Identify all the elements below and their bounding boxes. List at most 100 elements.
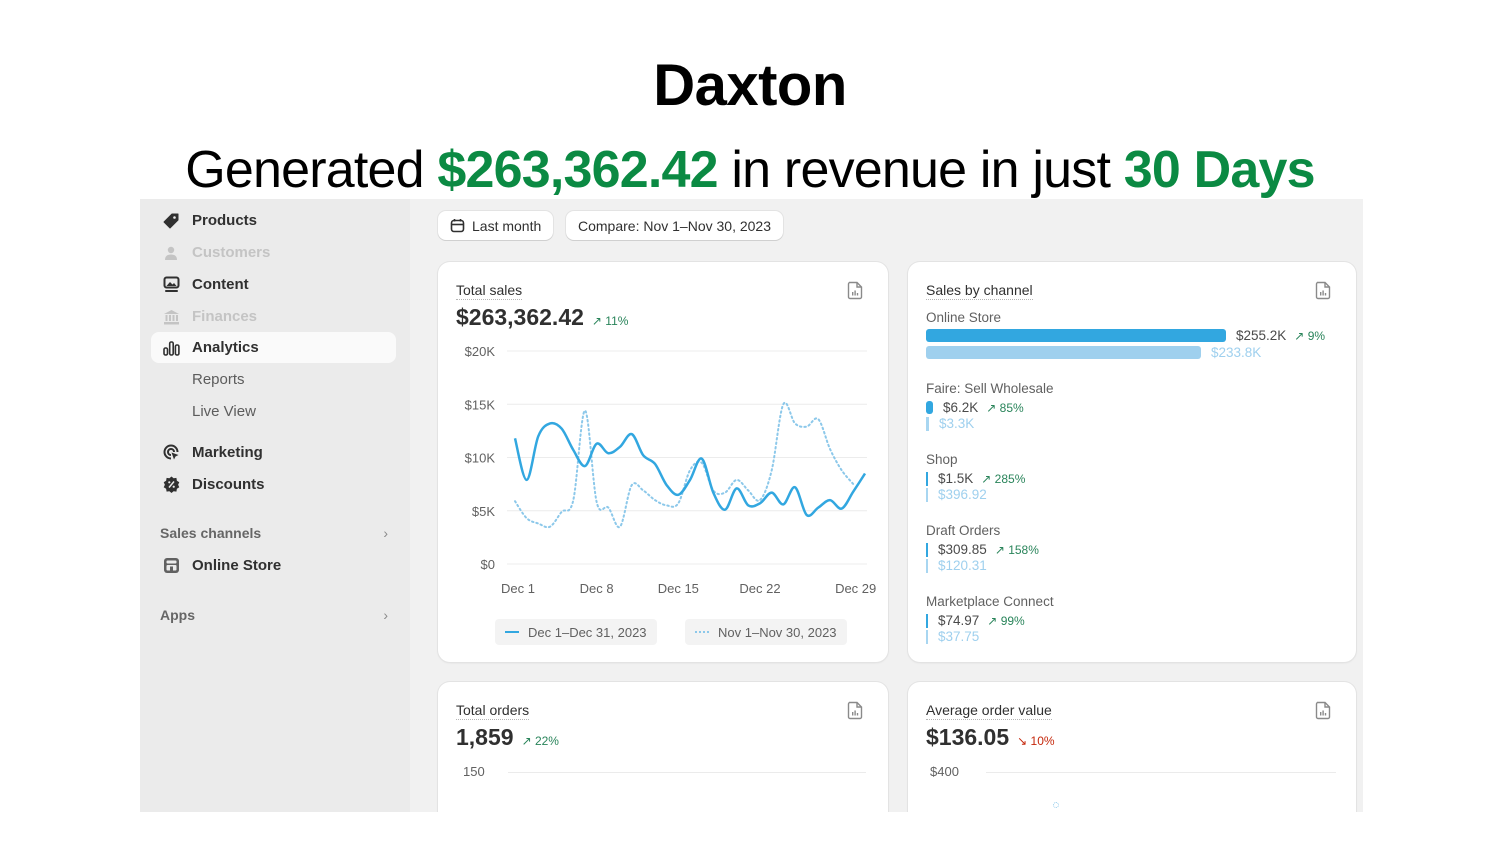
previous-data-point[interactable] bbox=[570, 497, 576, 503]
total-orders-title[interactable]: Total orders bbox=[456, 702, 530, 720]
channel-previous-bar[interactable] bbox=[926, 487, 928, 502]
previous-data-point[interactable] bbox=[675, 500, 681, 506]
sidebar-item-analytics[interactable]: Analytics bbox=[151, 332, 396, 363]
previous-data-point[interactable] bbox=[722, 490, 728, 496]
previous-data-point[interactable] bbox=[664, 502, 670, 508]
current-data-point[interactable] bbox=[535, 433, 541, 439]
current-data-point[interactable] bbox=[792, 484, 798, 490]
sidebar-item-marketing[interactable]: Marketing bbox=[151, 437, 396, 468]
current-data-point[interactable] bbox=[605, 450, 611, 456]
current-data-point[interactable] bbox=[804, 512, 810, 518]
channel-name: Marketplace Connect bbox=[926, 594, 1054, 609]
current-data-point[interactable] bbox=[839, 506, 845, 512]
current-data-point[interactable] bbox=[629, 431, 635, 437]
current-data-point[interactable] bbox=[570, 447, 576, 453]
previous-data-point[interactable] bbox=[815, 416, 821, 422]
compare-button[interactable]: Compare: Nov 1–Nov 30, 2023 bbox=[566, 211, 783, 240]
channel-current-bar[interactable] bbox=[926, 613, 928, 628]
previous-data-point[interactable] bbox=[792, 420, 798, 426]
current-data-point[interactable] bbox=[675, 492, 681, 498]
current-data-point[interactable] bbox=[687, 477, 693, 483]
channel-previous-bar[interactable] bbox=[926, 346, 1201, 359]
current-data-point[interactable] bbox=[640, 452, 646, 458]
legend-current[interactable]: Dec 1–Dec 31, 2023 bbox=[495, 619, 657, 645]
current-data-point[interactable] bbox=[862, 471, 868, 477]
current-data-point[interactable] bbox=[850, 489, 856, 495]
previous-data-point[interactable] bbox=[594, 499, 600, 505]
current-data-point[interactable] bbox=[524, 477, 530, 483]
previous-data-point[interactable] bbox=[804, 424, 810, 430]
current-data-point[interactable] bbox=[745, 502, 751, 508]
sidebar-item-reports[interactable]: Reports bbox=[151, 364, 396, 395]
previous-data-point[interactable] bbox=[547, 524, 553, 530]
legend-previous[interactable]: Nov 1–Nov 30, 2023 bbox=[685, 619, 847, 645]
current-data-point[interactable] bbox=[617, 444, 623, 450]
previous-data-point[interactable] bbox=[524, 515, 530, 521]
current-data-point[interactable] bbox=[780, 501, 786, 507]
current-data-point[interactable] bbox=[710, 490, 716, 496]
channel-previous-value: $120.31 bbox=[938, 558, 987, 573]
channel-delta-value: 85% bbox=[999, 400, 1024, 415]
current-data-point[interactable] bbox=[769, 490, 775, 496]
current-data-point[interactable] bbox=[757, 500, 763, 506]
chevron-right-icon[interactable]: › bbox=[383, 525, 388, 541]
current-data-point[interactable] bbox=[582, 463, 588, 469]
sidebar-item-customers[interactable]: Customers bbox=[151, 237, 396, 268]
current-data-point[interactable] bbox=[559, 426, 565, 432]
total-sales-title[interactable]: Total sales bbox=[456, 282, 523, 300]
current-data-point[interactable] bbox=[512, 435, 518, 441]
current-data-point[interactable] bbox=[652, 461, 658, 467]
current-data-point[interactable] bbox=[547, 420, 553, 426]
previous-data-point[interactable] bbox=[605, 505, 611, 511]
previous-data-point[interactable] bbox=[512, 498, 518, 504]
sidebar-item-discounts[interactable]: Discounts bbox=[151, 469, 396, 500]
current-data-point[interactable] bbox=[664, 482, 670, 488]
current-data-point[interactable] bbox=[699, 456, 705, 462]
aov-y-axis-label: $400 bbox=[930, 764, 959, 779]
current-data-point[interactable] bbox=[734, 485, 740, 491]
channel-previous-bar[interactable] bbox=[926, 558, 928, 573]
total-sales-card: Total sales $263,362.42 ↗ 11% $0 $5K $10K $… bbox=[438, 262, 888, 662]
channel-current-bar[interactable] bbox=[926, 401, 933, 414]
channel-previous-bar[interactable] bbox=[926, 416, 929, 431]
total-sales-delta: ↗ 11% bbox=[592, 314, 629, 328]
export-report-icon[interactable] bbox=[847, 281, 863, 300]
previous-data-point[interactable] bbox=[827, 446, 833, 452]
sales-channels-header[interactable]: Sales channels › bbox=[160, 525, 388, 541]
sidebar-item-content[interactable]: Content bbox=[151, 269, 396, 300]
current-data-point[interactable] bbox=[722, 507, 728, 513]
sales-by-channel-title[interactable]: Sales by channel bbox=[926, 282, 1033, 300]
previous-data-point[interactable] bbox=[629, 482, 635, 488]
apps-header[interactable]: Apps › bbox=[160, 607, 388, 623]
channel-delta: ↗ 285% bbox=[981, 471, 1026, 486]
previous-data-point[interactable] bbox=[559, 509, 565, 515]
export-report-icon[interactable] bbox=[1315, 281, 1331, 300]
channel-current-bar[interactable] bbox=[926, 471, 928, 486]
previous-data-point[interactable] bbox=[780, 401, 786, 407]
chevron-right-icon[interactable]: › bbox=[383, 607, 388, 623]
previous-data-point[interactable] bbox=[617, 524, 623, 530]
export-report-icon[interactable] bbox=[1315, 701, 1331, 720]
previous-data-point[interactable] bbox=[745, 488, 751, 494]
previous-data-point[interactable] bbox=[652, 497, 658, 503]
sidebar-item-finances[interactable]: Finances bbox=[151, 301, 396, 332]
previous-data-point[interactable] bbox=[769, 467, 775, 473]
tagline-amount: $263,362.42 bbox=[437, 141, 718, 199]
channel-previous-bar[interactable] bbox=[926, 629, 928, 644]
current-data-point[interactable] bbox=[594, 441, 600, 447]
channel-current-bar[interactable] bbox=[926, 542, 928, 557]
previous-data-point[interactable] bbox=[640, 488, 646, 494]
sidebar-item-online-store[interactable]: Online Store bbox=[151, 550, 396, 581]
previous-data-point[interactable] bbox=[535, 521, 541, 527]
previous-data-point[interactable] bbox=[582, 408, 588, 414]
previous-data-point[interactable] bbox=[734, 477, 740, 483]
sidebar-item-products[interactable]: Products bbox=[151, 205, 396, 236]
avg-order-value-title[interactable]: Average order value bbox=[926, 702, 1052, 720]
sidebar-item-live-view[interactable]: Live View bbox=[151, 396, 396, 427]
date-range-button[interactable]: Last month bbox=[438, 211, 554, 240]
export-report-icon[interactable] bbox=[847, 701, 863, 720]
current-data-point[interactable] bbox=[815, 505, 821, 511]
channel-current-bar[interactable] bbox=[926, 329, 1226, 342]
previous-data-point[interactable] bbox=[839, 467, 845, 473]
current-data-point[interactable] bbox=[827, 497, 833, 503]
